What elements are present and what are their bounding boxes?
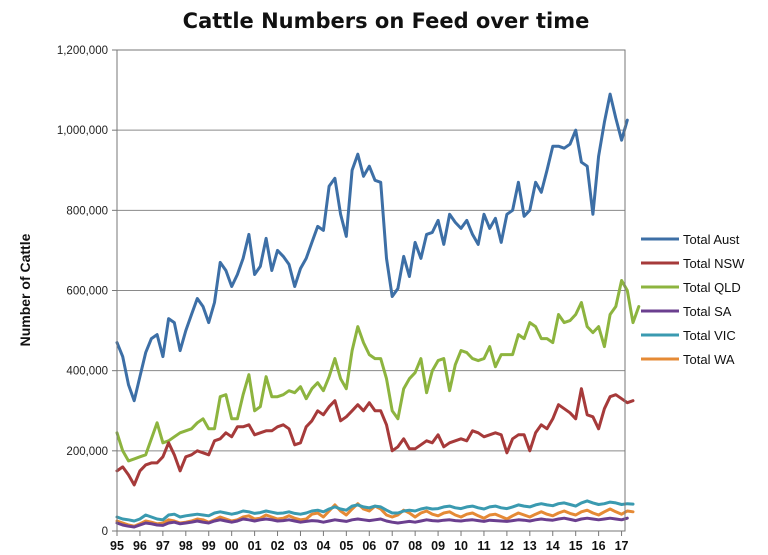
y-tick-label: 1,200,000 bbox=[57, 45, 108, 57]
x-tick-label: 13 bbox=[523, 539, 537, 553]
x-tick-label: 07 bbox=[385, 539, 399, 553]
x-tick-label: 04 bbox=[316, 539, 330, 553]
y-tick-label: 800,000 bbox=[66, 205, 108, 217]
x-tick-label: 98 bbox=[179, 539, 193, 553]
chart-title: Cattle Numbers on Feed over time bbox=[183, 9, 590, 33]
y-axis-label: Number of Cattle bbox=[17, 233, 33, 346]
legend-item: Total WA bbox=[641, 352, 735, 367]
legend-item: Total Aust bbox=[641, 232, 740, 247]
x-tick-label: 03 bbox=[294, 539, 308, 553]
series-line-total-nsw bbox=[115, 387, 635, 487]
x-tick-label: 12 bbox=[500, 539, 514, 553]
plot-area-frame bbox=[116, 49, 626, 532]
x-tick-label: 11 bbox=[477, 539, 490, 553]
legend-label: Total Aust bbox=[683, 232, 740, 247]
x-tick-label: 14 bbox=[546, 539, 560, 553]
x-tick-label: 05 bbox=[339, 539, 353, 553]
y-tick-label: 600,000 bbox=[66, 286, 108, 298]
x-tick-label: 16 bbox=[592, 539, 606, 553]
x-tick-label: 02 bbox=[271, 539, 285, 553]
x-tick-label: 10 bbox=[454, 539, 468, 553]
legend-item: Total NSW bbox=[641, 256, 745, 271]
legend-label: Total VIC bbox=[683, 328, 736, 343]
y-tick-label: 400,000 bbox=[66, 366, 108, 378]
x-tick-label: 00 bbox=[225, 539, 239, 553]
series-line-total-qld bbox=[115, 279, 641, 463]
y-tick-label: 200,000 bbox=[66, 446, 108, 458]
y-tick-label: 0 bbox=[102, 526, 108, 538]
legend: Total Aust Total NSW Total QLD Total SA Tota… bbox=[641, 232, 745, 367]
series-line-total-sa bbox=[115, 516, 629, 529]
legend-label: Total SA bbox=[683, 304, 732, 319]
x-tick-label: 09 bbox=[431, 539, 445, 553]
legend-item: Total QLD bbox=[641, 280, 741, 295]
x-tick-label: 08 bbox=[408, 539, 422, 553]
x-tick-label: 96 bbox=[133, 539, 147, 553]
x-tick-label: 95 bbox=[110, 539, 124, 553]
legend-item: Total VIC bbox=[641, 328, 736, 343]
x-axis-ticks: 95 96 97 98 99 00 01 02 03 04 05 06 07 08 09 10 11 12 13 14… bbox=[110, 531, 629, 553]
x-tick-label: 17 bbox=[615, 539, 629, 553]
x-tick-label: 01 bbox=[248, 539, 262, 553]
x-tick-label: 06 bbox=[362, 539, 376, 553]
x-tick-label: 99 bbox=[202, 539, 216, 553]
x-tick-label: 15 bbox=[569, 539, 583, 553]
legend-label: Total QLD bbox=[683, 280, 741, 295]
legend-item: Total SA bbox=[641, 304, 732, 319]
series-lines bbox=[115, 92, 641, 529]
series-line-total-aust bbox=[115, 92, 629, 403]
series-line-total-vic bbox=[115, 499, 635, 523]
x-tick-label: 97 bbox=[156, 539, 170, 553]
y-axis-ticks: 0 200,000 400,000 600,000 800,000 1,000,000 1,… bbox=[57, 45, 117, 538]
y-tick-label: 1,000,000 bbox=[57, 125, 108, 137]
legend-label: Total WA bbox=[683, 352, 735, 367]
legend-label: Total NSW bbox=[683, 256, 745, 271]
